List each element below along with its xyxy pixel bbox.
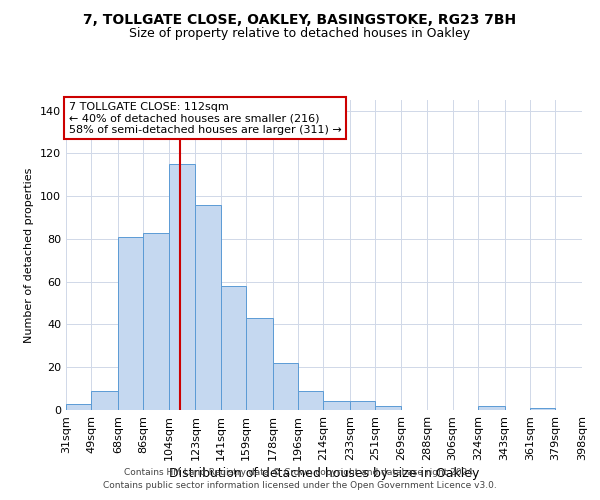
Bar [196,205,221,410]
Bar [118,237,143,410]
Y-axis label: Number of detached properties: Number of detached properties [25,168,34,342]
Bar [530,408,555,410]
Text: Contains public sector information licensed under the Open Government Licence v3: Contains public sector information licen… [103,480,497,490]
Bar [91,391,118,410]
Bar [246,318,272,410]
Text: 7, TOLLGATE CLOSE, OAKLEY, BASINGSTOKE, RG23 7BH: 7, TOLLGATE CLOSE, OAKLEY, BASINGSTOKE, … [83,12,517,26]
Bar [350,402,376,410]
Bar [143,232,169,410]
Bar [66,404,91,410]
X-axis label: Distribution of detached houses by size in Oakley: Distribution of detached houses by size … [169,467,479,480]
Text: 7 TOLLGATE CLOSE: 112sqm
← 40% of detached houses are smaller (216)
58% of semi-: 7 TOLLGATE CLOSE: 112sqm ← 40% of detach… [68,102,341,134]
Text: Contains HM Land Registry data © Crown copyright and database right 2024.: Contains HM Land Registry data © Crown c… [124,468,476,477]
Bar [298,391,323,410]
Text: Size of property relative to detached houses in Oakley: Size of property relative to detached ho… [130,28,470,40]
Bar [478,406,505,410]
Bar [169,164,196,410]
Bar [376,406,401,410]
Bar [323,402,350,410]
Bar [272,363,298,410]
Bar [221,286,246,410]
